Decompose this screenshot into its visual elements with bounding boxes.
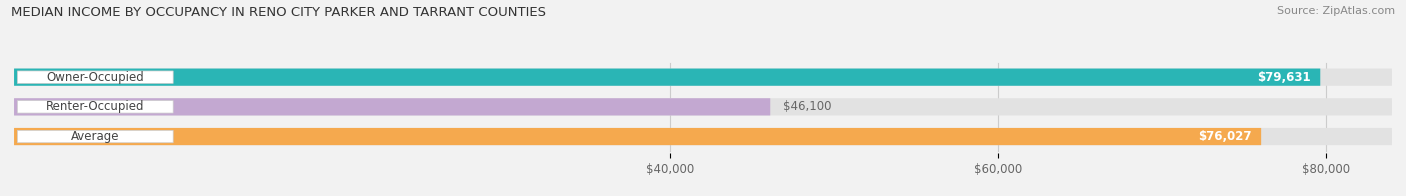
FancyBboxPatch shape [14, 98, 770, 115]
Text: Average: Average [72, 130, 120, 143]
Text: Source: ZipAtlas.com: Source: ZipAtlas.com [1277, 6, 1395, 16]
FancyBboxPatch shape [17, 71, 173, 83]
Text: $76,027: $76,027 [1198, 130, 1251, 143]
FancyBboxPatch shape [14, 128, 1392, 145]
Text: Renter-Occupied: Renter-Occupied [46, 100, 145, 113]
Text: $79,631: $79,631 [1257, 71, 1310, 84]
Text: $46,100: $46,100 [783, 100, 832, 113]
FancyBboxPatch shape [14, 69, 1392, 86]
Text: Owner-Occupied: Owner-Occupied [46, 71, 145, 84]
FancyBboxPatch shape [14, 128, 1261, 145]
FancyBboxPatch shape [14, 69, 1320, 86]
Text: MEDIAN INCOME BY OCCUPANCY IN RENO CITY PARKER AND TARRANT COUNTIES: MEDIAN INCOME BY OCCUPANCY IN RENO CITY … [11, 6, 547, 19]
FancyBboxPatch shape [14, 98, 1392, 115]
FancyBboxPatch shape [17, 130, 173, 143]
FancyBboxPatch shape [17, 101, 173, 113]
